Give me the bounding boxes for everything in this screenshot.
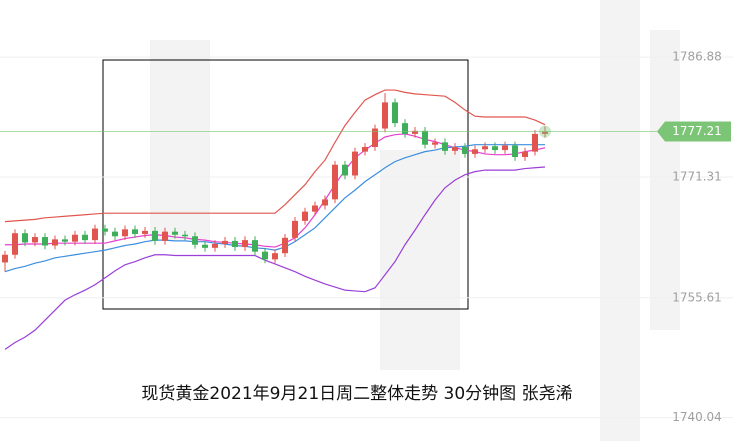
last-price-glow: [539, 125, 551, 138]
candle-body: [542, 131, 548, 134]
indicator-line: [4, 166, 546, 350]
candle-body: [432, 142, 438, 145]
candle-body: [42, 237, 48, 246]
candle-body: [282, 237, 288, 254]
candle-body: [252, 240, 258, 252]
candle-body: [212, 243, 218, 248]
candle-body: [82, 234, 88, 241]
candle-body: [72, 234, 78, 242]
candle-body: [232, 240, 238, 248]
y-tick-label: 1771.31: [672, 169, 722, 183]
candle-body: [332, 164, 338, 200]
candle-body: [402, 123, 408, 134]
candle-body: [392, 102, 398, 124]
candle-body: [32, 237, 38, 243]
candle-body: [312, 205, 318, 212]
candle-body: [372, 128, 378, 147]
last-price-tag: [657, 121, 731, 142]
candle-body: [422, 130, 428, 145]
candle-body: [272, 253, 278, 260]
candle-body: [462, 147, 468, 154]
y-tick-label: 1755.61: [672, 290, 722, 304]
candle-body: [112, 231, 118, 237]
candle-body: [532, 133, 538, 152]
watermark: [150, 0, 680, 441]
candle-body: [502, 145, 508, 151]
candle-body: [172, 231, 178, 235]
candle-body: [132, 229, 138, 234]
candle-body: [472, 149, 478, 154]
candle-body: [382, 102, 388, 129]
candle-body: [512, 145, 518, 158]
candle-body: [492, 146, 498, 151]
candle-body: [292, 220, 298, 238]
candle-body: [412, 130, 418, 134]
annotation-box: [102, 59, 469, 310]
candle-body: [142, 230, 148, 234]
chart-title: 现货黄金2021年9月21日周二整体走势 30分钟图 张尧浠: [141, 384, 572, 404]
candle-body: [92, 228, 98, 241]
candle-body: [442, 142, 448, 151]
candle-body: [152, 230, 158, 241]
candle-body: [302, 211, 308, 221]
candle-body: [12, 233, 18, 255]
candle-body: [192, 236, 198, 245]
candle-body: [2, 254, 8, 263]
candle-body: [122, 229, 128, 237]
candle-body: [202, 244, 208, 248]
candle-body: [262, 251, 268, 260]
candle-body: [22, 233, 28, 243]
candle-body: [452, 147, 458, 151]
candle-body: [362, 147, 368, 152]
candle-body: [162, 231, 168, 241]
candle-body: [182, 234, 188, 237]
indicator-line: [4, 89, 546, 223]
candle-body: [522, 151, 528, 158]
y-tick-label: 1740.04: [672, 410, 722, 424]
last-price-label: 1777.21: [672, 124, 722, 138]
candle-body: [482, 146, 488, 150]
candle-body: [322, 199, 328, 206]
candle-body: [352, 151, 358, 176]
candle-body: [222, 240, 228, 244]
candle-body: [52, 239, 58, 246]
candle-body: [102, 228, 108, 232]
candle-body: [342, 164, 348, 176]
candle-body: [242, 240, 248, 248]
y-tick-label: 1786.88: [672, 50, 722, 64]
candle-body: [62, 239, 68, 242]
